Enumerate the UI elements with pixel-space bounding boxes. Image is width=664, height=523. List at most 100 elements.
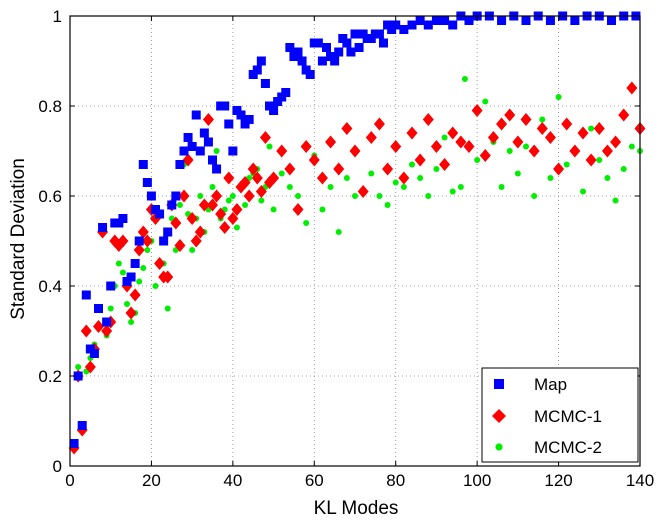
data-point-map <box>94 304 103 313</box>
data-point-mcmc-1 <box>618 108 630 122</box>
data-point-map <box>163 227 173 237</box>
data-point-map <box>293 47 303 57</box>
data-point-map <box>77 421 87 430</box>
data-point-mcmc-1 <box>536 122 548 135</box>
data-point-mcmc-1 <box>198 198 210 212</box>
data-point-mcmc-1 <box>223 171 235 185</box>
data-point-mcmc-1 <box>84 360 96 374</box>
data-point-mcmc-2 <box>498 184 505 190</box>
data-point-map <box>260 79 270 88</box>
data-point-mcmc-2 <box>604 175 611 181</box>
data-point-mcmc-1 <box>316 171 328 185</box>
data-point-mcmc-2 <box>612 197 619 204</box>
data-point-mcmc-1 <box>178 189 190 203</box>
data-point-map <box>269 106 279 115</box>
data-point-mcmc-2 <box>441 134 448 141</box>
data-point-mcmc-2 <box>514 170 521 177</box>
data-point-mcmc-2 <box>523 143 529 150</box>
data-point-mcmc-1 <box>333 162 345 176</box>
data-point-mcmc-2 <box>596 157 603 163</box>
data-point-mcmc-2 <box>115 260 122 267</box>
data-point-map <box>379 38 388 48</box>
data-point-map <box>175 160 185 169</box>
data-point-mcmc-2 <box>417 175 424 181</box>
data-point-mcmc-2 <box>384 202 391 208</box>
data-point-map <box>69 439 79 448</box>
data-point-map <box>570 16 580 25</box>
data-point-mcmc-1 <box>577 126 589 140</box>
data-point-map <box>281 88 291 97</box>
data-point-mcmc-1 <box>308 153 320 167</box>
data-point-map <box>346 47 356 57</box>
data-point-map <box>138 160 148 169</box>
data-point-map <box>171 191 181 201</box>
data-point-map <box>167 200 177 210</box>
data-point-map <box>179 146 189 156</box>
data-point-map <box>220 101 230 111</box>
data-point-mcmc-1 <box>137 225 149 239</box>
data-point-mcmc-2 <box>474 157 481 163</box>
data-point-mcmc-2 <box>555 94 562 100</box>
data-point-map <box>354 43 364 52</box>
data-point-mcmc-2 <box>164 305 171 312</box>
data-point-map <box>521 16 531 25</box>
data-point-mcmc-1 <box>182 153 194 167</box>
data-point-mcmc-2 <box>270 206 277 213</box>
data-point-mcmc-2 <box>152 283 159 289</box>
data-point-mcmc-1 <box>365 131 377 144</box>
data-point-mcmc-2 <box>136 278 143 285</box>
data-point-mcmc-1 <box>569 144 581 158</box>
data-point-mcmc-2 <box>531 193 538 199</box>
data-point-map <box>106 281 116 291</box>
data-point-mcmc-1 <box>162 270 174 284</box>
data-point-mcmc-1 <box>455 135 467 149</box>
data-point-mcmc-1 <box>219 221 231 234</box>
legend-marker-map <box>494 379 504 389</box>
data-point-mcmc-2 <box>563 161 570 168</box>
axis-ticks: 0 20 40 60 80 100 120 140 0 0.2 0.4 0.6 0.8 1 <box>38 7 654 490</box>
data-point-mcmc-2 <box>457 184 464 190</box>
x-tick-label: 100 <box>463 471 491 490</box>
data-point-mcmc-1 <box>300 140 312 153</box>
data-point-mcmc-1 <box>447 126 459 140</box>
data-point-map <box>252 65 262 75</box>
data-point-map <box>208 155 217 165</box>
x-tick-label: 0 <box>65 471 74 490</box>
data-point-mcmc-2 <box>506 148 513 154</box>
data-point-mcmc-1 <box>496 117 508 131</box>
data-point-map <box>159 236 169 246</box>
data-point-mcmc-2 <box>295 193 301 199</box>
data-point-mcmc-2 <box>588 125 595 132</box>
y-tick-label: 0.8 <box>38 97 62 116</box>
data-point-mcmc-2 <box>266 143 273 150</box>
data-point-mcmc-2 <box>449 188 456 195</box>
data-point-mcmc-1 <box>255 185 267 198</box>
data-point-mcmc-1 <box>585 153 597 167</box>
data-point-mcmc-2 <box>400 184 407 190</box>
data-point-mcmc-2 <box>628 143 635 150</box>
data-point-mcmc-2 <box>119 269 126 276</box>
data-point-mcmc-1 <box>239 176 251 189</box>
data-point-mcmc-2 <box>539 116 546 123</box>
data-point-map <box>130 259 140 268</box>
data-point-mcmc-1 <box>231 203 243 216</box>
legend-label-mcmc-2: MCMC-2 <box>534 438 602 457</box>
data-point-map <box>285 43 295 52</box>
data-point-map <box>98 223 108 232</box>
data-point-mcmc-1 <box>227 212 239 225</box>
series-mcmc-2 <box>71 76 643 447</box>
data-point-map <box>244 115 254 124</box>
data-point-mcmc-1 <box>284 162 296 176</box>
data-point-mcmc-2 <box>319 206 326 213</box>
data-point-mcmc-1 <box>215 207 227 221</box>
data-point-mcmc-1 <box>357 185 369 198</box>
data-point-mcmc-1 <box>520 113 532 126</box>
data-point-mcmc-1 <box>207 198 218 212</box>
data-point-map <box>195 146 205 156</box>
data-point-map <box>228 146 238 156</box>
data-point-mcmc-2 <box>197 193 204 199</box>
data-point-mcmc-2 <box>392 179 399 186</box>
data-point-mcmc-2 <box>327 184 334 190</box>
data-point-mcmc-1 <box>194 225 206 239</box>
